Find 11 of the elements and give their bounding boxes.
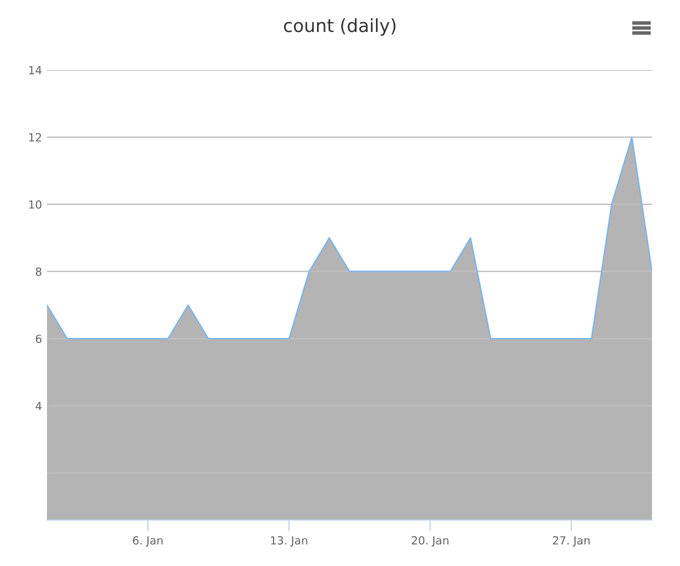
- chart-title: count (daily): [284, 18, 396, 36]
- y-tick-label: 4: [36, 402, 42, 410]
- x-tick-label: 13. Jan: [271, 536, 308, 547]
- y-tick-label: 14: [29, 66, 42, 74]
- x-tick-label: 20. Jan: [412, 536, 448, 547]
- x-tick-label: 27. Jan: [552, 536, 590, 547]
- x-tick-label: 6. Jan: [132, 536, 163, 547]
- y-tick-label: 8: [36, 267, 42, 276]
- y-tick-label: 6: [36, 334, 42, 344]
- y-tick-label: 10: [29, 200, 42, 209]
- y-tick-label: 12: [29, 133, 42, 142]
